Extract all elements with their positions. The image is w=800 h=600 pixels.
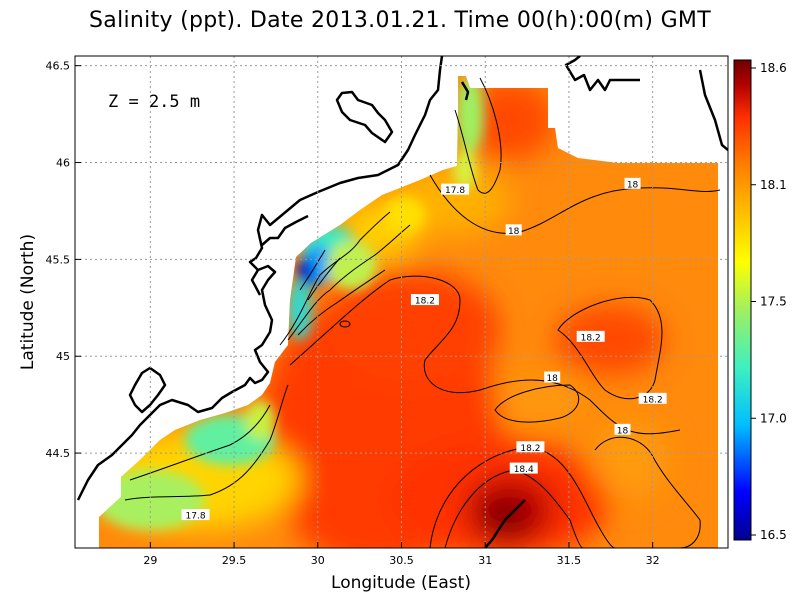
x-tick-label: 30 [311, 554, 325, 567]
contour-18-north [429, 174, 721, 234]
x-axis-ticks: 29 29.5 30 30.5 31 31.5 32 [143, 542, 660, 567]
y-tick-label: 45 [56, 350, 70, 363]
contour-label-bg [576, 330, 605, 342]
plot-title: Salinity (ppt). Date 2013.01.21. Time 00… [89, 8, 711, 33]
contour-label: 18.2 [643, 395, 663, 405]
colorbar-label: 17.0 [760, 411, 787, 425]
coastline-bottom [484, 499, 526, 548]
contour-label-bg [505, 224, 522, 236]
colorbar-label: 18.6 [760, 61, 787, 75]
coast-island [460, 81, 470, 101]
contour-coastal-2 [287, 224, 411, 341]
x-tick-label: 30.5 [389, 554, 414, 567]
y-tick-label: 46 [56, 157, 70, 170]
contour-17-8-southwest [124, 384, 289, 501]
contour-label-bg [638, 392, 667, 404]
y-tick-label: 46.5 [46, 60, 71, 73]
contour-label-bg [624, 177, 641, 189]
contour-lower-left-coast [129, 404, 271, 481]
colorbar-gradient [733, 59, 752, 541]
contour-label: 18.2 [415, 297, 435, 307]
x-tick-label: 32 [646, 554, 660, 567]
contour-label: 18.2 [520, 444, 540, 454]
colorbar: 18.6 18.1 17.5 17.0 16.5 [733, 59, 787, 542]
contour-18-southeast [594, 436, 701, 548]
contour-17-8-north [454, 77, 502, 194]
contour-label-bg [516, 441, 545, 453]
y-tick-label: 45.5 [46, 253, 71, 266]
contour-18-4 [444, 469, 584, 548]
x-tick-label: 31.5 [557, 554, 582, 567]
x-tick-label: 29.5 [222, 554, 247, 567]
depth-annotation: Z = 2.5 m [108, 92, 200, 112]
coastline-east-2 [698, 69, 728, 151]
contour-label: 18 [627, 180, 639, 190]
contour-label-bg [614, 423, 631, 435]
contour-18-center-loop [494, 384, 580, 423]
x-tick-label: 29 [143, 554, 157, 567]
contour-labels: 17.8 18 18 18.2 18.2 18 18.2 18 18.2 18.4 17.8 [181, 177, 667, 522]
contour-small-loop [339, 320, 351, 328]
contour-coastal-1 [279, 211, 391, 346]
contour-label-bg [181, 509, 210, 521]
colorbar-label: 16.5 [760, 528, 787, 542]
contour-18-2-west [289, 275, 681, 435]
contour-label-bg [410, 294, 439, 306]
grid-lines [75, 56, 728, 548]
danube-delta-outline [250, 214, 309, 296]
contour-label: 18 [508, 227, 520, 237]
lake-outline [335, 90, 394, 144]
contour-lines [124, 77, 721, 548]
contour-18-2-east-loop [557, 296, 663, 400]
contour-label: 17.8 [445, 186, 465, 196]
colorbar-label: 17.5 [760, 295, 787, 309]
contour-label: 18.4 [514, 465, 534, 475]
contour-label-bg [544, 371, 561, 383]
y-axis-label: Latitude (North) [18, 234, 38, 370]
coastline-east [564, 56, 640, 92]
contour-coastal-4 [299, 249, 341, 301]
contour-label-bg [441, 183, 470, 195]
x-axis-label: Longitude (East) [331, 573, 471, 593]
y-tick-label: 44.5 [46, 447, 71, 460]
colorbar-label: 18.1 [760, 178, 787, 192]
contour-label: 18 [617, 426, 629, 436]
lake-outline-2 [128, 366, 167, 414]
x-tick-label: 31 [478, 554, 492, 567]
contour-label: 18 [546, 374, 558, 384]
contour-label-bg [509, 462, 538, 474]
coastline-main [76, 56, 444, 501]
contour-label: 18.2 [581, 333, 601, 343]
contour-coastal-3 [297, 269, 386, 336]
coastline [76, 56, 728, 548]
contour-18-2-south [429, 446, 616, 548]
y-axis-ticks: 46.5 46 45.5 45 44.5 [46, 60, 81, 460]
colorbar-labels: 18.6 18.1 17.5 17.0 16.5 [751, 61, 787, 542]
contour-label: 17.8 [186, 512, 206, 522]
